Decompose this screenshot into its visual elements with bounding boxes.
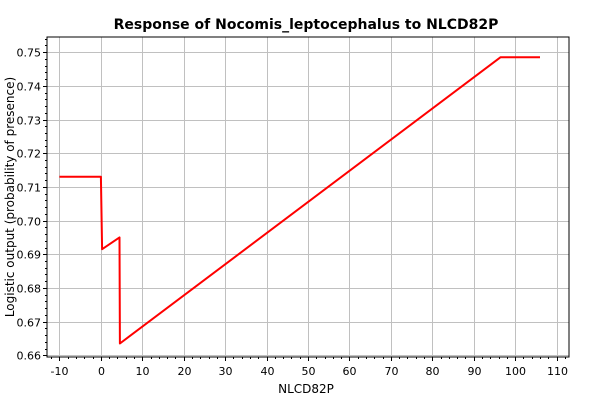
response-curve	[59, 56, 540, 345]
series-layer	[59, 56, 540, 345]
x-tick-label: 50	[302, 365, 316, 378]
x-tick-label: 10	[136, 365, 150, 378]
x-tick-label: 0	[98, 365, 105, 378]
y-tick-label: 0.74	[17, 81, 42, 94]
x-tick-label: 100	[505, 365, 526, 378]
x-tick-label: 20	[178, 365, 192, 378]
y-tick-label: 0.66	[17, 350, 42, 363]
y-tick-label: 0.70	[17, 216, 42, 229]
x-tick-label: 90	[468, 365, 482, 378]
x-tick-label: 70	[385, 365, 399, 378]
axis-ticks: -10 0 10 20 30 40 50 60 70 80 90 100 110 0.66 0.67 0.68…	[17, 39, 568, 378]
y-tick-label: 0.72	[17, 148, 42, 161]
x-tick-label: -10	[51, 365, 69, 378]
y-tick-label: 0.73	[17, 115, 42, 128]
y-tick-label: 0.68	[17, 283, 42, 296]
x-tick-label: 110	[547, 365, 568, 378]
y-tick-label: 0.67	[17, 317, 42, 330]
y-tick-label: 0.71	[17, 182, 42, 195]
x-tick-label: 80	[426, 365, 440, 378]
y-tick-label: 0.69	[17, 249, 42, 262]
y-axis-label: Logistic output (probability of presence…	[3, 77, 17, 317]
x-tick-label: 30	[219, 365, 233, 378]
grid	[47, 37, 569, 357]
chart-title: Response of Nocomis_leptocephalus to NLC…	[114, 17, 499, 33]
y-tick-label: 0.75	[17, 47, 42, 60]
x-axis-label: NLCD82P	[278, 382, 334, 396]
x-tick-label: 60	[343, 365, 357, 378]
x-tick-label: 40	[261, 365, 275, 378]
